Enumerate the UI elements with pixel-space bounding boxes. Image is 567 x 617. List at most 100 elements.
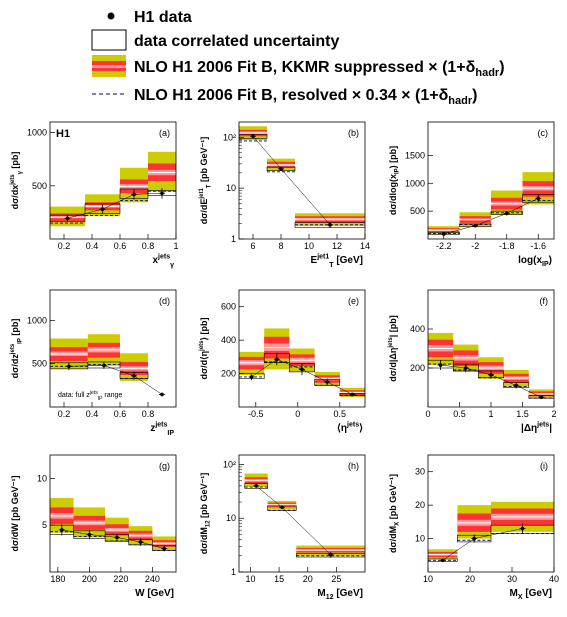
data-connector [442, 538, 475, 561]
plot-area [428, 332, 554, 400]
y-axis-title-part: jets [10, 174, 16, 186]
panel-note-part: IP [98, 396, 103, 402]
data-point [280, 505, 284, 510]
y-tick-label: 600 [221, 302, 236, 312]
data-connector [116, 537, 141, 543]
chart-panel: 180 200 220 240 5 10 (g) W [GeV] dσ/dW [pb GeV⁻¹… [10, 454, 177, 599]
panel-h1-label: H1 [56, 128, 70, 140]
data-point [67, 364, 71, 369]
y-tick-label: 1 [231, 567, 236, 577]
x-axis-title: xjetsγ [152, 254, 174, 270]
x-axis-title: M12 [GeV] [317, 588, 363, 601]
y-axis-title-part: [pb] [10, 152, 20, 172]
panel-note-part: jets [89, 390, 98, 396]
y-axis-title-part: T [207, 184, 213, 188]
x-tick-label: 0 [295, 409, 300, 419]
y-tick-label: 1000 [405, 178, 425, 188]
data-point [251, 134, 255, 139]
data-point [275, 357, 279, 362]
y-axis-title-part: ⟩ [pb] [199, 317, 209, 340]
y-tick-label: 500 [32, 359, 47, 369]
y-axis-title: dσ/dlog(xIP) [pb] [388, 146, 401, 215]
data-point [504, 211, 509, 216]
y-axis-title-part: [pb GeV⁻¹] [10, 476, 20, 524]
plot-frame [49, 121, 177, 240]
panel-letter: (b) [348, 128, 359, 138]
x-axis-title-part: [GeV] [334, 255, 363, 266]
legend-entry: data correlated uncertainty [91, 29, 340, 51]
plot-area [239, 126, 365, 228]
x-tick-label: -2 [471, 241, 479, 251]
plot-area [428, 501, 554, 563]
legend-label-part: hadr [448, 95, 473, 107]
data-connector [276, 359, 303, 370]
x-tick-label: 1 [173, 241, 178, 251]
panel-letter: (f) [540, 296, 549, 306]
x-tick-label: -2.2 [436, 241, 452, 251]
panel-letter: (h) [348, 461, 359, 471]
x-axis-title-part: M [317, 588, 325, 599]
data-point [536, 196, 541, 201]
x-tick-label: 0.4 [86, 241, 99, 251]
panel-letter: (i) [540, 461, 548, 471]
y-tick-label: 1 [231, 234, 236, 244]
data-connector [67, 208, 103, 219]
x-axis-title-part: X [518, 594, 523, 601]
y-tick-label: 500 [410, 206, 425, 216]
data-connector [440, 364, 466, 369]
data-connector [251, 359, 277, 378]
x-axis-title-part: jets [346, 422, 359, 429]
x-axis-title-part: | [549, 423, 552, 434]
y-axis-title-part: dσ/dM [199, 527, 209, 554]
y-tick-label: 5 [42, 520, 47, 530]
data-connector [506, 198, 539, 214]
y-axis-title-part: dσ/dlog(x [388, 174, 398, 215]
x-axis-title: MX [GeV] [510, 588, 552, 601]
y-tick-label: 200 [410, 363, 425, 373]
data-connector [68, 365, 104, 367]
data-point [254, 484, 258, 488]
x-tick-label: 20 [303, 574, 313, 584]
x-tick-label: 1 [488, 409, 493, 419]
x-axis-title-part: M [510, 588, 518, 599]
y-axis-title-part: dσ/dE [199, 199, 209, 225]
data-point [160, 191, 164, 196]
y-axis-title-part: jet1 [199, 188, 205, 200]
y-axis-title: dσ/dxjetsγ [pb] [10, 152, 24, 210]
y-tick-label: 10 [226, 513, 236, 523]
x-axis-title-part: IP [542, 261, 549, 268]
x-tick-label: 15 [274, 574, 284, 584]
x-tick-label: 0.6 [114, 409, 127, 419]
y-axis-title-part: [pb] [10, 319, 20, 339]
y-axis-title-part: 12 [206, 520, 212, 527]
x-axis-title-part: |Δη [521, 423, 537, 434]
y-axis-title-part: jets [10, 343, 16, 355]
data-connector [475, 213, 507, 226]
data-point [160, 392, 164, 397]
data-connector [281, 507, 331, 555]
x-axis-title: log(xIP) [518, 255, 552, 268]
panel-note-part: data: full z [58, 392, 90, 399]
data-point [440, 558, 445, 563]
y-axis-title-part: | [pb] [388, 315, 398, 337]
x-tick-label: 220 [113, 574, 128, 584]
y-axis-title-part: [pb GeV⁻¹] [388, 474, 398, 522]
y-tick-label: 1000 [27, 315, 47, 325]
data-point [102, 363, 106, 368]
data-connector [252, 136, 282, 169]
data-point [65, 216, 70, 221]
data-point [100, 207, 105, 212]
data-point [132, 192, 136, 197]
y-tick-label: 500 [32, 181, 47, 191]
data-connector [465, 367, 492, 376]
data-point [60, 528, 64, 532]
legend-label: data correlated uncertainty [134, 33, 340, 50]
data-connector [256, 485, 283, 508]
data-point [300, 367, 304, 372]
legend-band-inner [92, 65, 126, 68]
y-axis-title-part: dσ/dx [10, 185, 20, 210]
data-point [328, 223, 332, 227]
plot-area [50, 334, 165, 397]
